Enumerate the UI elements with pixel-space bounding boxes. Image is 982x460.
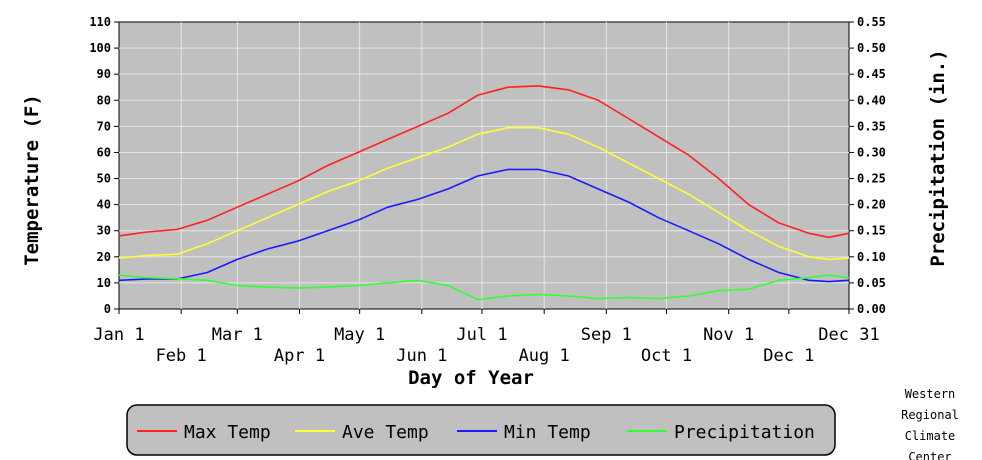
series-line-precipitation [118,274,850,301]
y-tick-label-left: 20 [97,250,111,264]
x-tick-label: Aug 1 [519,346,570,366]
y-axis-title-right: Precipitation (in.) [927,49,949,266]
credit-block: Western Regional Climate Center [901,387,959,460]
x-tick-labels: Jan 1 Mar 1 May 1 Jul 1 Sep 1 Nov 1 Dec 31 Feb … [93,325,879,366]
y-tick-labels-right: 0.00 0.05 0.10 0.15 0.20 0.25 0.30 0.35 0.40 0.45… [857,15,886,316]
y-tick-label-left: 10 [97,276,111,290]
y-tick-label-right: 0.55 [857,15,886,29]
y-tick-label-right: 0.15 [857,224,886,238]
plot-area [118,21,850,310]
y-tick-label-left: 40 [97,198,111,212]
y-tick-label-right: 0.00 [857,302,886,316]
x-tick-label: Oct 1 [641,346,692,366]
series-line-ave-temp [118,126,850,261]
y-tick-label-right: 0.25 [857,172,886,186]
x-tick-label: Jan 1 [93,325,144,345]
y-tick-label-left: 0 [104,302,111,316]
y-tick-label-left: 50 [97,172,111,186]
legend-label-ave-temp: Ave Temp [342,422,429,443]
y-tick-label-right: 0.05 [857,276,886,290]
y-tick-label-left: 100 [89,41,111,55]
series-lines [118,85,850,301]
y-tick-labels-left: 0 10 20 30 40 50 60 70 80 90 100 110 [89,15,111,316]
credit-line: Climate [905,429,956,443]
x-tick-label: Dec 31 [818,325,879,345]
y-tick-label-left: 90 [97,67,111,81]
y-tick-label-right: 0.10 [857,250,886,264]
x-tick-label: May 1 [334,325,385,345]
x-tick-label: Nov 1 [703,325,754,345]
x-tick-label: Feb 1 [156,346,207,366]
y-tick-label-right: 0.40 [857,93,886,107]
y-tick-label-right: 0.30 [857,145,886,159]
y-tick-label-right: 0.20 [857,198,886,212]
y-tick-label-left: 80 [97,93,111,107]
y-tick-label-left: 110 [89,15,111,29]
credit-line: Western [905,387,956,401]
credit-line: Regional [901,408,959,422]
x-axis-title: Day of Year [408,367,534,389]
y-tick-label-left: 30 [97,224,111,238]
y-tick-label-right: 0.35 [857,119,886,133]
y-axis-title-left: Temperature (F) [21,94,43,266]
credit-line: Center [908,450,951,460]
legend-label-precipitation: Precipitation [674,422,815,443]
x-tick-label: Dec 1 [763,346,814,366]
x-tick-label: Jul 1 [456,325,507,345]
series-line-min-temp [118,168,850,283]
legend-label-min-temp: Min Temp [504,422,591,443]
y-tick-label-left: 70 [97,119,111,133]
series-line-max-temp [118,85,850,239]
x-tick-label: Jun 1 [396,346,447,366]
y-tick-label-right: 0.45 [857,67,886,81]
y-tick-label-left: 60 [97,145,111,159]
x-tick-label: Apr 1 [274,346,325,366]
legend: Max Temp Ave Temp Min Temp Precipitation [126,404,836,456]
legend-label-max-temp: Max Temp [184,422,271,443]
gridlines [114,21,854,314]
x-tick-label: Sep 1 [581,325,632,345]
x-tick-label: Mar 1 [212,325,263,345]
y-tick-label-right: 0.50 [857,41,886,55]
